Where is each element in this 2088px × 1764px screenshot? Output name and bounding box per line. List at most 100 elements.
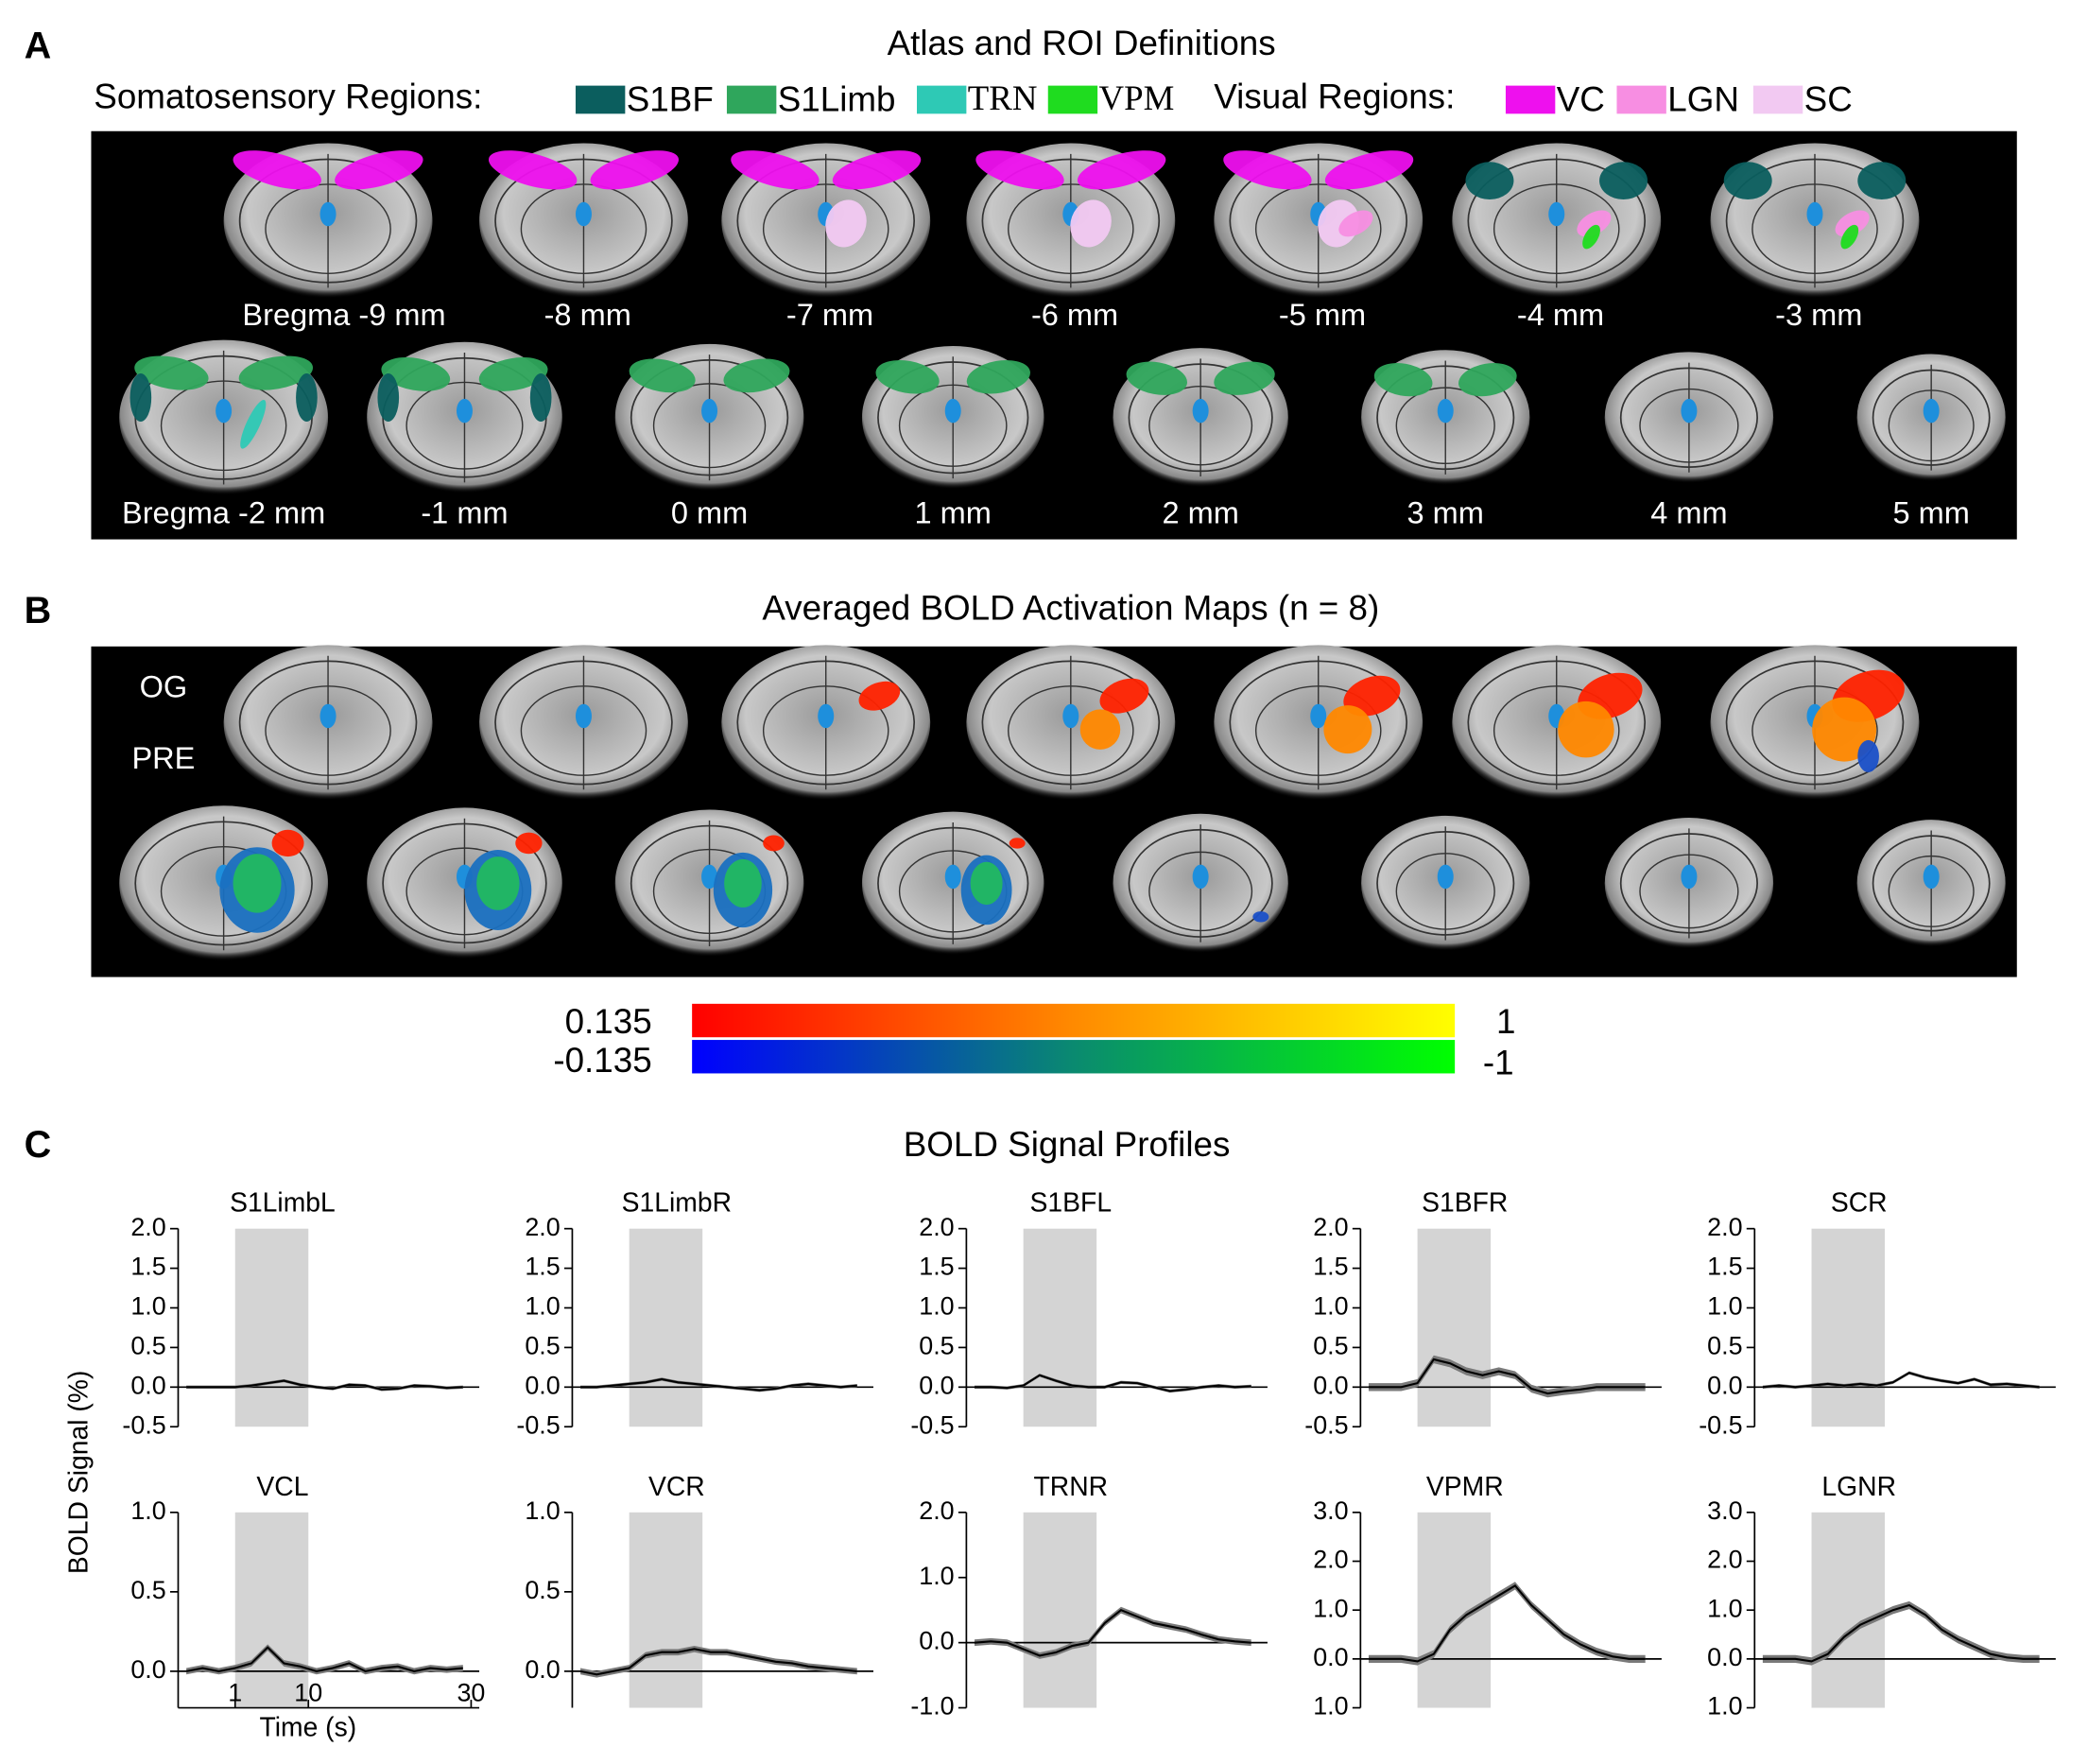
y-tick-label: 1.5	[130, 1253, 165, 1281]
roi-s1limb	[134, 355, 209, 390]
chart-title: S1BFR	[1422, 1187, 1508, 1218]
signal-line	[974, 1374, 1251, 1392]
activation	[271, 829, 304, 857]
roi-vpm	[1582, 224, 1600, 250]
y-tick-label: 1.0	[130, 1496, 165, 1525]
y-tick-label: 0.0	[1313, 1371, 1348, 1399]
y-tick-label: 1.0	[1313, 1292, 1348, 1321]
brain-slice	[1113, 813, 1288, 954]
activation	[1009, 838, 1026, 849]
chart-title: VPMR	[1426, 1471, 1504, 1501]
legend-swatch	[726, 85, 777, 114]
colorbar-label: -0.135	[553, 1041, 651, 1080]
line-chart: S1LimbR 2.0 1.5 1.0 0.5 0.0 -0.5	[516, 1187, 873, 1439]
activation	[1812, 697, 1877, 762]
signal-line	[1368, 1358, 1646, 1395]
chart-title: TRNR	[1034, 1471, 1109, 1501]
deactivation	[724, 858, 762, 908]
y-tick-label: 1.0	[1313, 1594, 1348, 1622]
y-tick-label: 1.0	[919, 1562, 954, 1590]
roi-sc	[825, 199, 867, 248]
legend-label: SC	[1804, 79, 1853, 118]
error-band	[974, 1606, 1251, 1659]
error-band	[1368, 1582, 1646, 1666]
deactivation	[1252, 911, 1269, 923]
slice-label: -5 mm	[1279, 298, 1366, 332]
ventricle	[456, 398, 473, 424]
line-chart: TRNR 2.0 1.0 0.0 -1.0	[910, 1471, 1268, 1721]
atlas-slices: Bregma -9 mm -8 mm -7 mm -6 mm -5 mm -4 mm -3 …	[119, 143, 2006, 530]
legend-label: S1Limb	[778, 79, 896, 118]
signal-line	[580, 1377, 857, 1392]
ventricle	[216, 398, 233, 424]
y-axis-label: BOLD Signal (%)	[63, 1371, 94, 1574]
y-tick-label: 1.0	[1707, 1594, 1742, 1622]
chart-title: S1LimbL	[230, 1187, 336, 1218]
roi-trn	[240, 399, 267, 449]
colorbar-label: -1	[1483, 1044, 1514, 1082]
y-tick-label: 0.0	[919, 1371, 954, 1399]
y-tick-label: 1.0	[919, 1292, 954, 1321]
activation	[1323, 705, 1372, 754]
slice-label: -8 mm	[544, 298, 631, 332]
y-tick-label: 1.0	[525, 1496, 560, 1525]
legend-swatch	[1616, 85, 1666, 114]
roi-lgn	[1338, 210, 1373, 237]
condition-label: OG	[140, 670, 188, 704]
y-tick-label: -0.5	[122, 1410, 165, 1439]
panel-label: C	[25, 1124, 52, 1166]
line-chart: LGNR 3.0 2.0 1.0 0.0 1.0	[1707, 1471, 2056, 1721]
brain-slice	[614, 809, 804, 958]
activation	[858, 681, 901, 711]
y-tick-label: 1.0	[1707, 1292, 1742, 1321]
ventricle	[1062, 703, 1079, 729]
y-tick-label: -0.5	[1304, 1410, 1348, 1439]
y-tick-label: 0.5	[525, 1332, 560, 1360]
activation	[515, 832, 543, 855]
line-chart: S1BFR 2.0 1.5 1.0 0.5 0.0 -0.5	[1304, 1187, 1662, 1439]
ventricle	[575, 703, 592, 729]
chart-title: SCR	[1831, 1187, 1888, 1218]
y-tick-label: 1.5	[1707, 1253, 1742, 1281]
chart-title: LGNR	[1821, 1471, 1896, 1501]
roi-s1limb	[629, 358, 696, 393]
roi-s1limb	[966, 360, 1030, 394]
ventricle	[1548, 201, 1565, 227]
ventricle	[944, 864, 961, 890]
brain-slice	[1604, 818, 1774, 949]
legend-group-label: Visual Regions:	[1214, 77, 1455, 115]
legend-label: VC	[1557, 79, 1605, 118]
error-band	[580, 1645, 857, 1678]
y-tick-label: 0.5	[919, 1332, 954, 1360]
legend-swatch	[1047, 85, 1098, 114]
deactivation	[476, 856, 520, 910]
brain-slice	[1604, 352, 1774, 484]
panel-label: A	[25, 25, 52, 66]
x-axis-label: Time (s)	[259, 1712, 356, 1742]
roi-vc	[1077, 150, 1166, 190]
slice-label: 5 mm	[1892, 496, 1969, 530]
roi-s1limb	[381, 357, 451, 391]
legend-swatch	[1505, 85, 1556, 114]
slice-label: -4 mm	[1517, 298, 1604, 332]
colorbar-positive	[692, 1003, 1456, 1038]
signal-line	[186, 1379, 463, 1391]
roi-vc	[1324, 150, 1414, 190]
legend-swatch	[1752, 85, 1803, 114]
y-tick-label: 2.0	[1707, 1213, 1742, 1241]
ventricle	[701, 864, 718, 890]
slice-label: 2 mm	[1162, 496, 1238, 530]
slice-label: 1 mm	[915, 496, 992, 530]
ventricle	[818, 703, 835, 729]
roi-vc	[488, 150, 578, 190]
x-tick-label: 30	[457, 1678, 485, 1706]
legend-label: S1BF	[627, 79, 714, 118]
ventricle	[319, 703, 336, 729]
y-tick-label: 1.5	[919, 1253, 954, 1281]
y-tick-label: 0.5	[130, 1332, 165, 1360]
roi-s1limb	[238, 355, 313, 390]
ventricle	[1923, 864, 1940, 890]
legend-swatch	[575, 85, 626, 114]
legend-label: TRN	[968, 78, 1038, 117]
